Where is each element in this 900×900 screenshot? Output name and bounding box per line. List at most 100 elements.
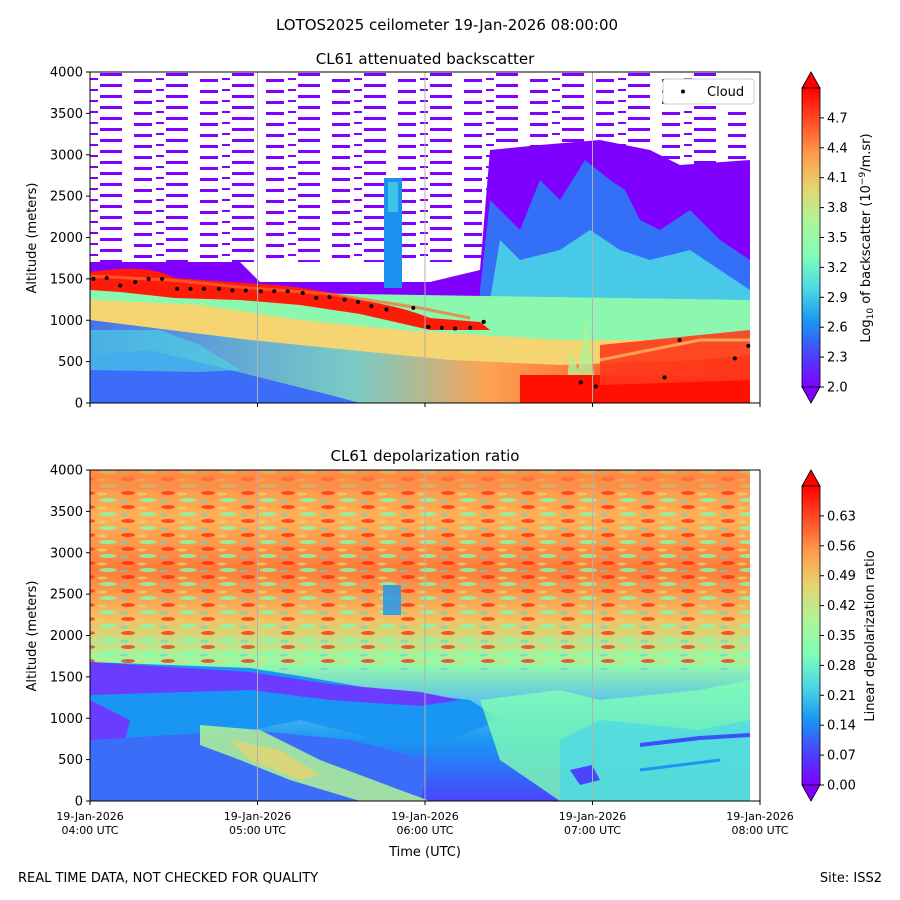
backscatter-colorbar-label: Log10 of backscatter (10−9/m.sr) bbox=[858, 133, 876, 342]
cloud-base-point bbox=[133, 280, 138, 285]
cloud-base-point bbox=[146, 276, 151, 281]
y-tick-label: 2500 bbox=[50, 588, 83, 603]
colorbar-tick-label: 2.6 bbox=[827, 321, 848, 336]
y-tick-label: 3500 bbox=[50, 505, 83, 520]
colorbar-tick-label: 0.49 bbox=[827, 569, 856, 584]
cloud-base-point bbox=[327, 295, 332, 300]
cloud-base-point bbox=[677, 338, 682, 343]
cloud-base-series bbox=[91, 276, 751, 389]
x-axis-label: Time (UTC) bbox=[388, 845, 461, 860]
y-tick-label: 2000 bbox=[50, 629, 83, 644]
depolarization-title: CL61 depolarization ratio bbox=[331, 447, 520, 465]
cloud-base-point bbox=[468, 325, 473, 330]
colorbar-tick-label: 2.0 bbox=[827, 381, 848, 396]
colorbar-tick-label: 2.9 bbox=[827, 291, 848, 306]
y-tick-label: 3500 bbox=[50, 107, 83, 122]
x-tick-label: 19-Jan-2026 bbox=[224, 810, 292, 823]
cloud-base-point bbox=[160, 276, 165, 281]
cloud-base-point bbox=[732, 356, 737, 361]
cloud-base-point bbox=[91, 276, 96, 281]
backscatter-xticks bbox=[89, 403, 761, 407]
colorbar-tick-label: 0.00 bbox=[827, 779, 856, 794]
cloud-base-point bbox=[243, 288, 248, 293]
cloud-base-point bbox=[481, 319, 486, 324]
colorbar-tick-label: 0.28 bbox=[827, 659, 856, 674]
cloud-base-point bbox=[426, 324, 431, 329]
x-tick-label: 06:00 UTC bbox=[396, 824, 453, 837]
y-tick-label: 3000 bbox=[50, 148, 83, 163]
backscatter-ylabel: Altitude (meters) bbox=[25, 183, 40, 294]
x-tick-label: 19-Jan-2026 bbox=[56, 810, 124, 823]
x-tick-label: 05:00 UTC bbox=[229, 824, 286, 837]
y-tick-label: 1000 bbox=[50, 314, 83, 329]
cloud-base-point bbox=[104, 276, 109, 281]
y-tick-label: 2000 bbox=[50, 231, 83, 246]
y-tick-label: 4000 bbox=[50, 464, 83, 479]
x-tick-label: 07:00 UTC bbox=[564, 824, 621, 837]
backscatter-heatmap bbox=[90, 72, 760, 403]
depolarization-colorbar-label: Linear depolarization ratio bbox=[863, 550, 878, 721]
backscatter-legend: Cloud bbox=[662, 78, 755, 105]
cloud-base-point bbox=[118, 283, 123, 288]
colorbar-tick-label: 4.1 bbox=[827, 171, 848, 186]
cloud-base-point bbox=[175, 286, 180, 291]
cloud-base-point bbox=[356, 300, 360, 305]
x-tick-label: 08:00 UTC bbox=[731, 824, 788, 837]
y-tick-label: 1500 bbox=[50, 670, 83, 685]
backscatter-colorbar: 2.0 2.3 2.6 2.9 3.2 3.5 3.8 4.1 4.4 4.7 Log10 of … bbox=[801, 71, 876, 404]
x-tick-label: 19-Jan-2026 bbox=[726, 810, 794, 823]
y-tick-label: 0 bbox=[75, 397, 83, 412]
cloud-base-point bbox=[258, 289, 263, 294]
colorbar-tick-label: 0.56 bbox=[827, 539, 856, 554]
cloud-base-point bbox=[593, 384, 598, 389]
colorbar-tick-label: 0.42 bbox=[827, 599, 856, 614]
colorbar-tick-label: 0.14 bbox=[827, 719, 856, 734]
x-tick-label: 19-Jan-2026 bbox=[559, 810, 627, 823]
colorbar-tick-label: 3.5 bbox=[827, 231, 848, 246]
colorbar-tick-label: 0.21 bbox=[827, 689, 856, 704]
x-tick-label: 04:00 UTC bbox=[61, 824, 118, 837]
depolarization-yticks: 0 500 1000 1500 2000 2500 3000 3500 4000 bbox=[50, 464, 90, 810]
colorbar-tick-label: 0.63 bbox=[827, 509, 856, 524]
cloud-base-point bbox=[578, 380, 583, 385]
colorbar-tick-label: 4.7 bbox=[827, 111, 848, 126]
depolarization-colorbar: 0.00 0.07 0.14 0.21 0.28 0.35 0.42 0.49 0.56 0.63… bbox=[801, 469, 878, 802]
cloud-base-point bbox=[384, 307, 389, 312]
cloud-base-point bbox=[369, 304, 374, 309]
site-label: Site: ISS2 bbox=[820, 871, 882, 886]
quality-disclaimer: REAL TIME DATA, NOT CHECKED FOR QUALITY bbox=[18, 871, 318, 886]
cloud-base-point bbox=[314, 295, 319, 300]
cloud-base-point bbox=[453, 326, 458, 331]
cloud-base-point bbox=[342, 297, 347, 302]
backscatter-grid bbox=[257, 72, 593, 403]
depolarization-ylabel: Altitude (meters) bbox=[25, 581, 40, 692]
x-tick-label: 19-Jan-2026 bbox=[391, 810, 459, 823]
cloud-base-point bbox=[439, 325, 444, 330]
cloud-base-point bbox=[300, 290, 305, 295]
colorbar-tick-label: 0.07 bbox=[827, 749, 856, 764]
colorbar-tick-label: 0.35 bbox=[827, 629, 856, 644]
cloud-base-point bbox=[272, 289, 277, 294]
legend-cloud-label: Cloud bbox=[707, 85, 744, 100]
colorbar-tick-label: 3.2 bbox=[827, 261, 848, 276]
y-tick-label: 3000 bbox=[50, 546, 83, 561]
y-tick-label: 1000 bbox=[50, 712, 83, 727]
cloud-base-point bbox=[411, 305, 416, 310]
cloud-base-point bbox=[188, 286, 193, 291]
backscatter-title: CL61 attenuated backscatter bbox=[316, 50, 535, 68]
cloud-base-point bbox=[230, 288, 235, 293]
cloud-base-point bbox=[746, 343, 751, 348]
colorbar-tick-label: 2.3 bbox=[827, 351, 848, 366]
backscatter-yticks: 0 500 1000 1500 2000 2500 3000 3500 4000 bbox=[50, 66, 90, 412]
depolarization-grid bbox=[257, 470, 593, 801]
colorbar-tick-label: 3.8 bbox=[827, 201, 848, 216]
figure-title: LOTOS2025 ceilometer 19-Jan-2026 08:00:0… bbox=[276, 16, 618, 34]
depolarization-panel: CL61 depolarization ratio bbox=[25, 447, 878, 860]
y-tick-label: 1500 bbox=[50, 272, 83, 287]
cloud-base-point bbox=[201, 286, 206, 291]
cloud-base-point bbox=[285, 289, 290, 294]
y-tick-label: 0 bbox=[75, 795, 83, 810]
backscatter-panel: CL61 attenuated backscatter bbox=[25, 50, 876, 412]
